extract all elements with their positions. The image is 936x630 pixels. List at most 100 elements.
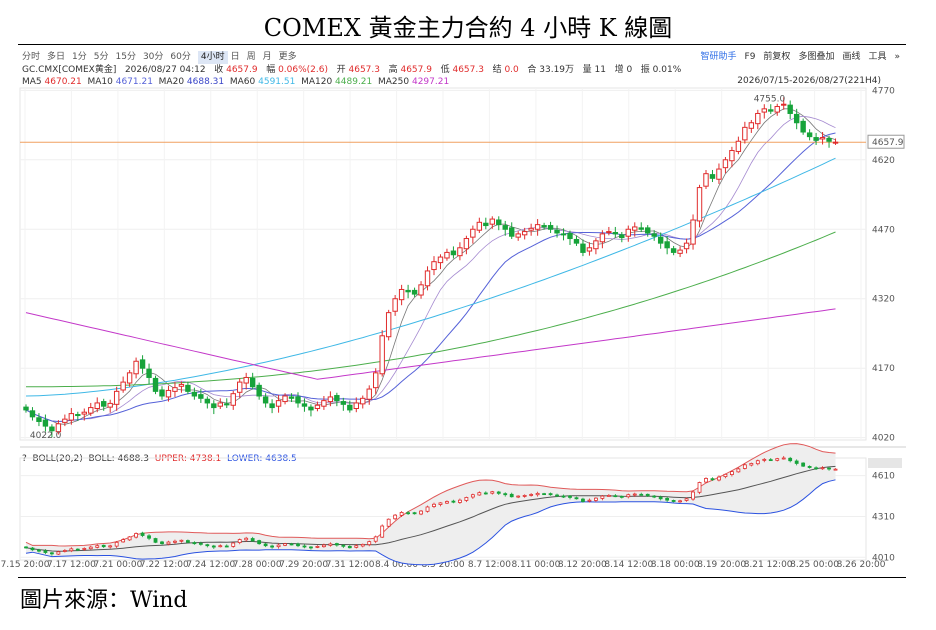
- high-value: 4657.9: [400, 65, 432, 75]
- candle-body: [321, 400, 327, 407]
- boll-mid-line: [25, 465, 836, 552]
- boll-candle-body: [250, 538, 255, 542]
- main-y-tick-label: 4770: [872, 86, 895, 96]
- candle-body: [275, 400, 282, 407]
- candle-body: [554, 229, 560, 234]
- boll-candle-body: [360, 543, 365, 547]
- boll-candle-body: [730, 471, 734, 475]
- candle-body: [308, 406, 314, 411]
- timeframe-button[interactable]: 30分: [142, 52, 164, 62]
- candle-body: [288, 396, 295, 399]
- tool-button[interactable]: 多图叠加: [798, 52, 835, 62]
- boll-help-icon[interactable]: ?: [22, 454, 27, 464]
- timeframe-button[interactable]: 15分: [115, 52, 136, 62]
- boll-candle-body: [121, 539, 126, 543]
- boll-candle-body: [691, 491, 695, 500]
- candle-body: [787, 104, 793, 114]
- candle-body: [619, 234, 625, 239]
- candle-body: [742, 126, 748, 141]
- boll-candle-body: [24, 546, 28, 549]
- candle-body: [49, 426, 55, 432]
- x-tick-label: 8.5 20:00: [421, 560, 464, 570]
- ma-value: 4591.51: [258, 77, 296, 87]
- candle-body: [696, 187, 703, 222]
- candle-body: [23, 406, 29, 411]
- boll-candle-body: [632, 493, 637, 496]
- symbol-label: GC.CMX[COMEX黄金]: [22, 65, 117, 75]
- candle-body: [327, 396, 334, 403]
- boll-candle-body: [205, 544, 210, 547]
- timeframe-button[interactable]: 更多: [278, 52, 297, 62]
- chart-title: COMEX 黃金主力合約 4 小時 K 線圖: [263, 14, 673, 42]
- boll-candle-body: [328, 543, 333, 546]
- candle-body: [580, 243, 586, 253]
- candle-body: [55, 423, 62, 433]
- candle-body: [599, 233, 606, 243]
- boll-lower-line: [25, 479, 836, 566]
- boll-candle-body: [296, 543, 300, 547]
- boll-candle-body: [755, 460, 760, 465]
- boll-candle-body: [237, 539, 242, 543]
- candle-body: [690, 219, 696, 245]
- tool-button[interactable]: »: [894, 52, 900, 62]
- timeframe-button[interactable]: 5分: [93, 52, 109, 62]
- candle-body: [612, 232, 619, 235]
- tool-button[interactable]: 画线: [842, 52, 861, 62]
- candle-body: [411, 289, 418, 295]
- candle-body: [463, 238, 470, 250]
- timeframe-button[interactable]: 分时: [22, 52, 41, 62]
- candle-body: [88, 407, 94, 414]
- boll-candle-body: [781, 457, 786, 460]
- change-value: 0.06%(2.6): [278, 65, 329, 75]
- tool-button[interactable]: 前复权: [763, 52, 791, 62]
- candle-body: [431, 261, 437, 271]
- tool-button[interactable]: F9: [744, 52, 756, 62]
- low-marker-label: 4022.0: [30, 431, 62, 441]
- candle-body: [541, 225, 547, 228]
- timeframe-button[interactable]: 多日: [47, 52, 66, 62]
- boll-candle-body: [509, 493, 514, 498]
- x-tick-label: 7.17 12:00: [47, 560, 96, 570]
- candle-body: [36, 417, 42, 422]
- timeframe-button[interactable]: 月: [262, 52, 272, 62]
- boll-candle-body: [496, 491, 501, 494]
- boll-candle-body: [477, 492, 482, 496]
- top-rule: [18, 44, 906, 45]
- timeframe-button[interactable]: 60分: [170, 52, 191, 62]
- boll-candle-body: [503, 493, 508, 496]
- timeframe-button[interactable]: 日: [230, 52, 240, 62]
- candle-body: [819, 137, 826, 140]
- timeframe-button[interactable]: 4小时: [197, 51, 228, 64]
- candle-body: [282, 395, 288, 403]
- boll-candle-body: [289, 543, 294, 546]
- boll-scroll-tab: [868, 458, 902, 468]
- candle-body: [152, 377, 159, 392]
- boll-candle-body: [198, 542, 203, 545]
- current-price-label: 4657.9: [872, 138, 904, 148]
- quote-info-line: GC.CMX[COMEX黄金] 2026/08/27 04:12 收 4657.…: [22, 64, 681, 76]
- candle-body: [832, 141, 839, 144]
- boll-candle-body: [742, 464, 747, 469]
- candle-body: [774, 106, 780, 113]
- candle-body: [418, 284, 424, 296]
- candle-body: [528, 227, 534, 231]
- ma-value: 4688.31: [186, 77, 225, 87]
- candle-body: [133, 360, 139, 375]
- tool-button[interactable]: 智研助手: [700, 52, 737, 62]
- candle-body: [483, 222, 489, 227]
- candle-body: [502, 225, 508, 230]
- timeframe-button[interactable]: 周: [246, 52, 256, 62]
- main-y-tick-label: 4470: [872, 225, 895, 235]
- ma250-line: [25, 308, 836, 380]
- candle-body: [334, 395, 340, 402]
- boll-candle-body: [127, 536, 132, 541]
- volume-value: 11: [594, 65, 606, 75]
- tool-button[interactable]: 工具: [868, 52, 887, 62]
- volume-label: 量: [582, 65, 592, 75]
- boll-candle-body: [186, 540, 190, 543]
- timeframe-button[interactable]: 1分: [72, 52, 87, 62]
- boll-candle-body: [697, 482, 702, 493]
- boll-candle-body: [801, 462, 806, 467]
- ma5-line: [25, 108, 836, 425]
